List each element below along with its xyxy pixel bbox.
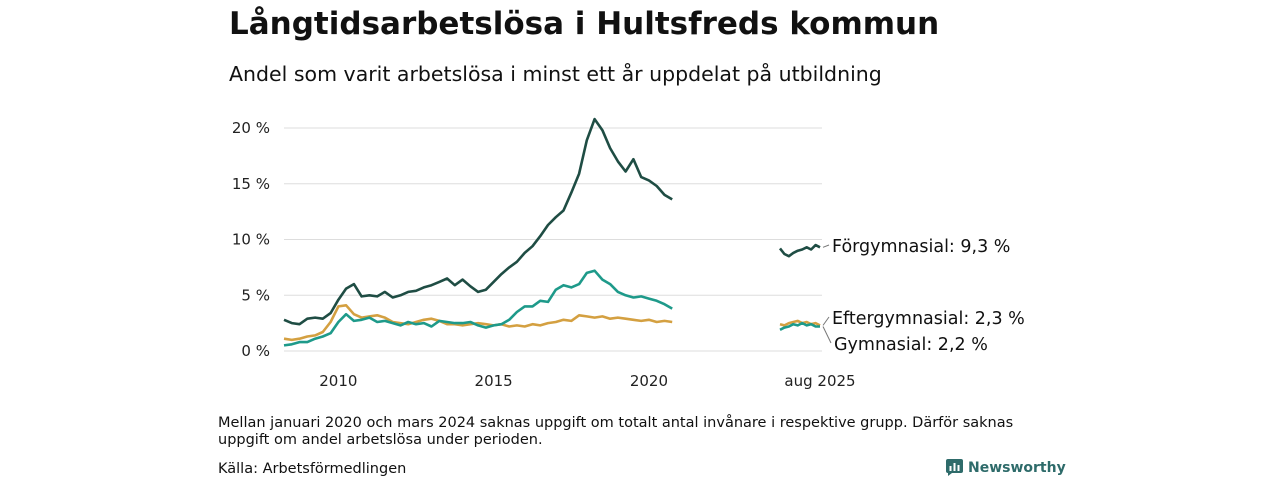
source-credit: Källa: Arbetsförmedlingen (218, 461, 407, 477)
series-end-label: Eftergymnasial: 2,3 % (832, 309, 1025, 329)
series-inset-line-förgymnasial (778, 243, 821, 258)
x-tick-label: 2015 (475, 372, 513, 390)
series-inset-line-gymnasial (779, 321, 820, 331)
y-tick-label: 10 % (232, 231, 270, 249)
series-end-label: Förgymnasial: 9,3 % (832, 237, 1010, 257)
chart-subtitle: Andel som varit arbetslösa i minst ett å… (229, 62, 882, 86)
label-leader-line (822, 326, 832, 344)
x-tick-label-inset: aug 2025 (784, 372, 855, 390)
y-tick-label: 15 % (232, 175, 270, 193)
series-inset-line-eftergymnasial (779, 319, 821, 327)
series-line-gymnasial (283, 269, 673, 347)
series-line-eftergymnasial (283, 304, 673, 342)
line-chart: 0 % 5 % 10 % 15 % 20 % 2010 2015 2020 aug 2025 Fö… (232, 117, 1025, 390)
series-end-label: Gymnasial: 2,2 % (834, 335, 988, 355)
y-tick-label: 0 % (241, 342, 270, 360)
y-tick-label: 20 % (232, 119, 270, 137)
x-tick-label: 2020 (630, 372, 668, 390)
label-leader-line (822, 244, 830, 248)
label-leader-line (822, 316, 830, 326)
newsworthy-logo-icon (946, 459, 963, 476)
chart-title: Långtidsarbetslösa i Hultsfreds kommun (229, 6, 940, 42)
data-gap-note: Mellan januari 2020 och mars 2024 saknas… (218, 415, 1014, 448)
y-tick-label: 5 % (241, 286, 270, 304)
x-tick-label: 2010 (319, 372, 357, 390)
series-line-förgymnasial (283, 117, 673, 326)
newsworthy-logo: Newsworthy (946, 459, 1066, 476)
newsworthy-logo-text: Newsworthy (968, 459, 1066, 476)
